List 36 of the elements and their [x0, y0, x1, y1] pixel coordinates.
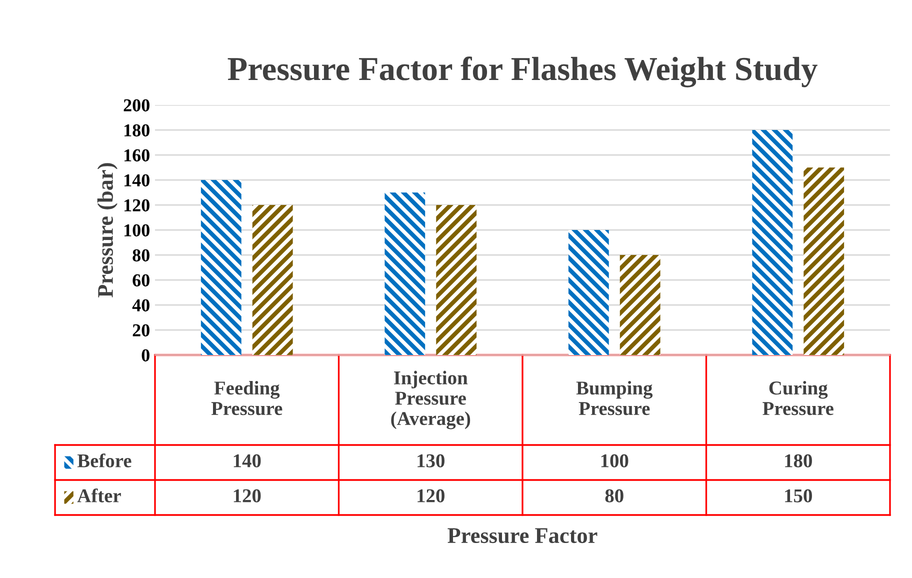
bar — [384, 192, 426, 355]
y-tick-label: 60 — [132, 274, 150, 286]
bar — [200, 180, 242, 355]
data-label: 120 — [234, 489, 261, 502]
legend-label: Before — [77, 453, 132, 468]
data-label: 130 — [418, 454, 444, 468]
bar — [752, 130, 793, 355]
y-tick-label: 140 — [124, 174, 150, 186]
y-tick-label: 160 — [124, 149, 150, 162]
data-label: 140 — [234, 454, 261, 468]
x-tick-label: Bumping Pressure — [576, 380, 653, 416]
x-tick-label: Feeding Pressure — [211, 380, 282, 416]
y-tick-label: 180 — [124, 124, 150, 136]
data-label: 150 — [785, 489, 812, 502]
y-tick-label: 120 — [124, 199, 150, 212]
bar — [436, 205, 477, 355]
y-tick-label: 80 — [132, 249, 150, 262]
data-label: 80 — [605, 489, 624, 502]
bar — [620, 255, 660, 355]
y-tick-label: 200 — [124, 99, 150, 112]
y-tick-label: 20 — [132, 324, 150, 336]
data-label: 100 — [601, 454, 628, 468]
data-label: 180 — [785, 454, 812, 468]
x-tick-label: Injection Pressure (Average) — [391, 370, 470, 430]
bar — [804, 168, 844, 355]
data-label: 120 — [418, 489, 444, 502]
y-axis-title: Pressure (bar) — [97, 163, 118, 298]
bar — [252, 205, 293, 355]
y-tick-label: 40 — [132, 299, 150, 312]
y-tick-label: 0 — [142, 349, 150, 362]
x-axis-title: Pressure Factor — [448, 528, 598, 544]
legend-label: After — [77, 488, 121, 502]
bar — [568, 230, 609, 355]
chart-title: Pressure Factor for Flashes Weight Study — [228, 56, 818, 88]
x-tick-label: Curing Pressure — [762, 380, 834, 416]
y-tick-label: 100 — [124, 224, 150, 236]
